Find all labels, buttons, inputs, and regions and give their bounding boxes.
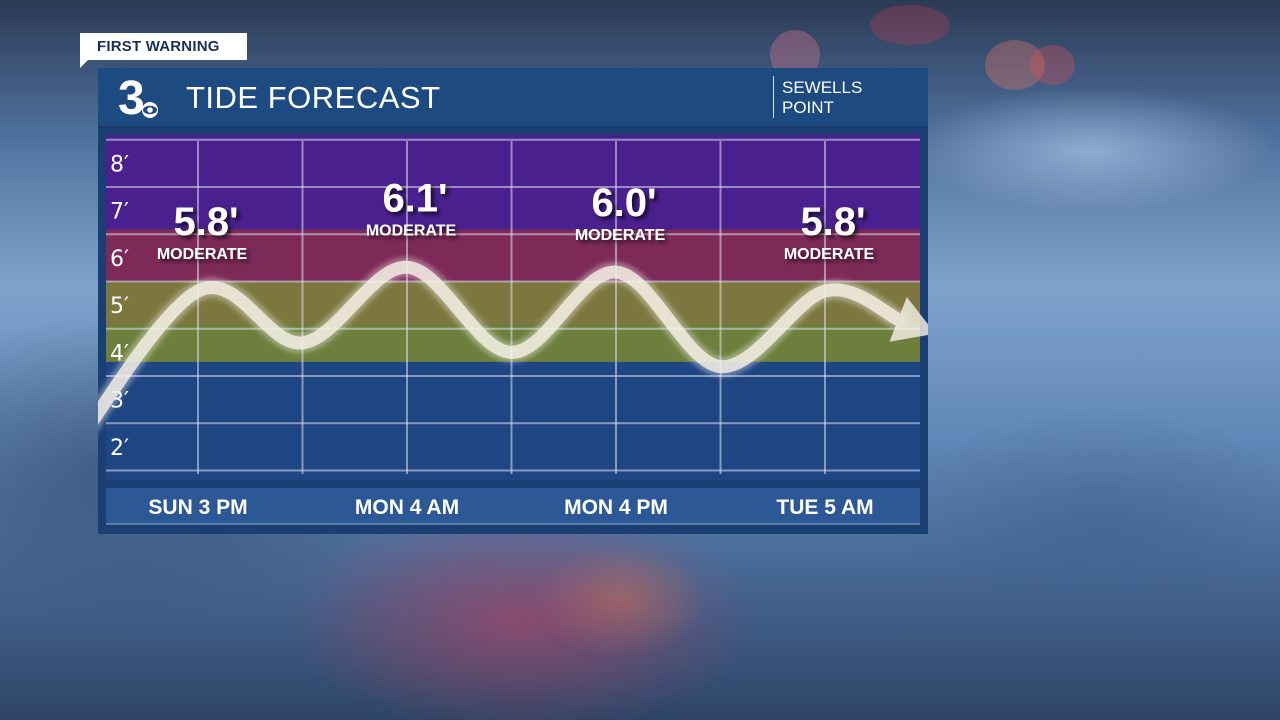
x-tick-label: TUE 5 AM bbox=[776, 496, 873, 519]
x-axis-strip bbox=[106, 488, 920, 524]
x-tick-label: MON 4 AM bbox=[355, 496, 459, 519]
background-light-glow bbox=[1030, 45, 1075, 85]
tide-curve-line bbox=[98, 260, 902, 425]
station-logo-number: 3 bbox=[118, 72, 145, 122]
flood-band bbox=[106, 229, 920, 282]
background-light-glow bbox=[870, 5, 950, 45]
peak-level-label: MODERATE bbox=[366, 222, 457, 239]
first-warning-tag: FIRST WARNING bbox=[80, 33, 247, 60]
y-tick-label: 5′ bbox=[110, 294, 129, 319]
tide-chart-panel: 2′ 3′ 4′ 5′ 6′ 7′ 8′ 5.8' MODERATE 6.1' MODERATE 6… bbox=[98, 128, 928, 534]
y-tick-label: 8′ bbox=[110, 152, 129, 177]
tide-chart: 2′3′4′5′6′7′8′ 5.8'MODERATE6.1'MODERATE6… bbox=[98, 135, 928, 525]
location-line-2: POINT bbox=[782, 98, 834, 117]
station-logo-icon: 3 bbox=[118, 72, 158, 122]
location-line-1: SEWELLS bbox=[782, 78, 863, 97]
graphic-header: 3 TIDE FORECAST SEWELLS POINT bbox=[98, 68, 928, 128]
location-label: SEWELLS POINT bbox=[782, 78, 882, 118]
background-light-glow bbox=[985, 40, 1045, 90]
peak-level-label: MODERATE bbox=[784, 246, 875, 263]
tide-curve-arrowhead bbox=[889, 296, 928, 342]
peak-height-label: 5.8' bbox=[173, 200, 238, 244]
peak-level-label: MODERATE bbox=[157, 246, 248, 263]
peak-height-label: 5.8' bbox=[800, 200, 865, 244]
y-tick-label: 7′ bbox=[110, 200, 129, 225]
peak-height-label: 6.1' bbox=[382, 176, 447, 220]
peak-height-label: 6.0' bbox=[591, 181, 656, 225]
page-title: TIDE FORECAST bbox=[186, 80, 441, 115]
y-tick-label: 6′ bbox=[110, 247, 129, 272]
header-divider bbox=[773, 76, 774, 118]
x-tick-label: MON 4 PM bbox=[564, 496, 668, 519]
x-tick-label: SUN 3 PM bbox=[148, 496, 247, 519]
flood-band bbox=[106, 135, 920, 230]
peak-level-label: MODERATE bbox=[575, 227, 666, 244]
tag-notch bbox=[80, 60, 88, 68]
y-tick-label: 2′ bbox=[110, 436, 129, 461]
